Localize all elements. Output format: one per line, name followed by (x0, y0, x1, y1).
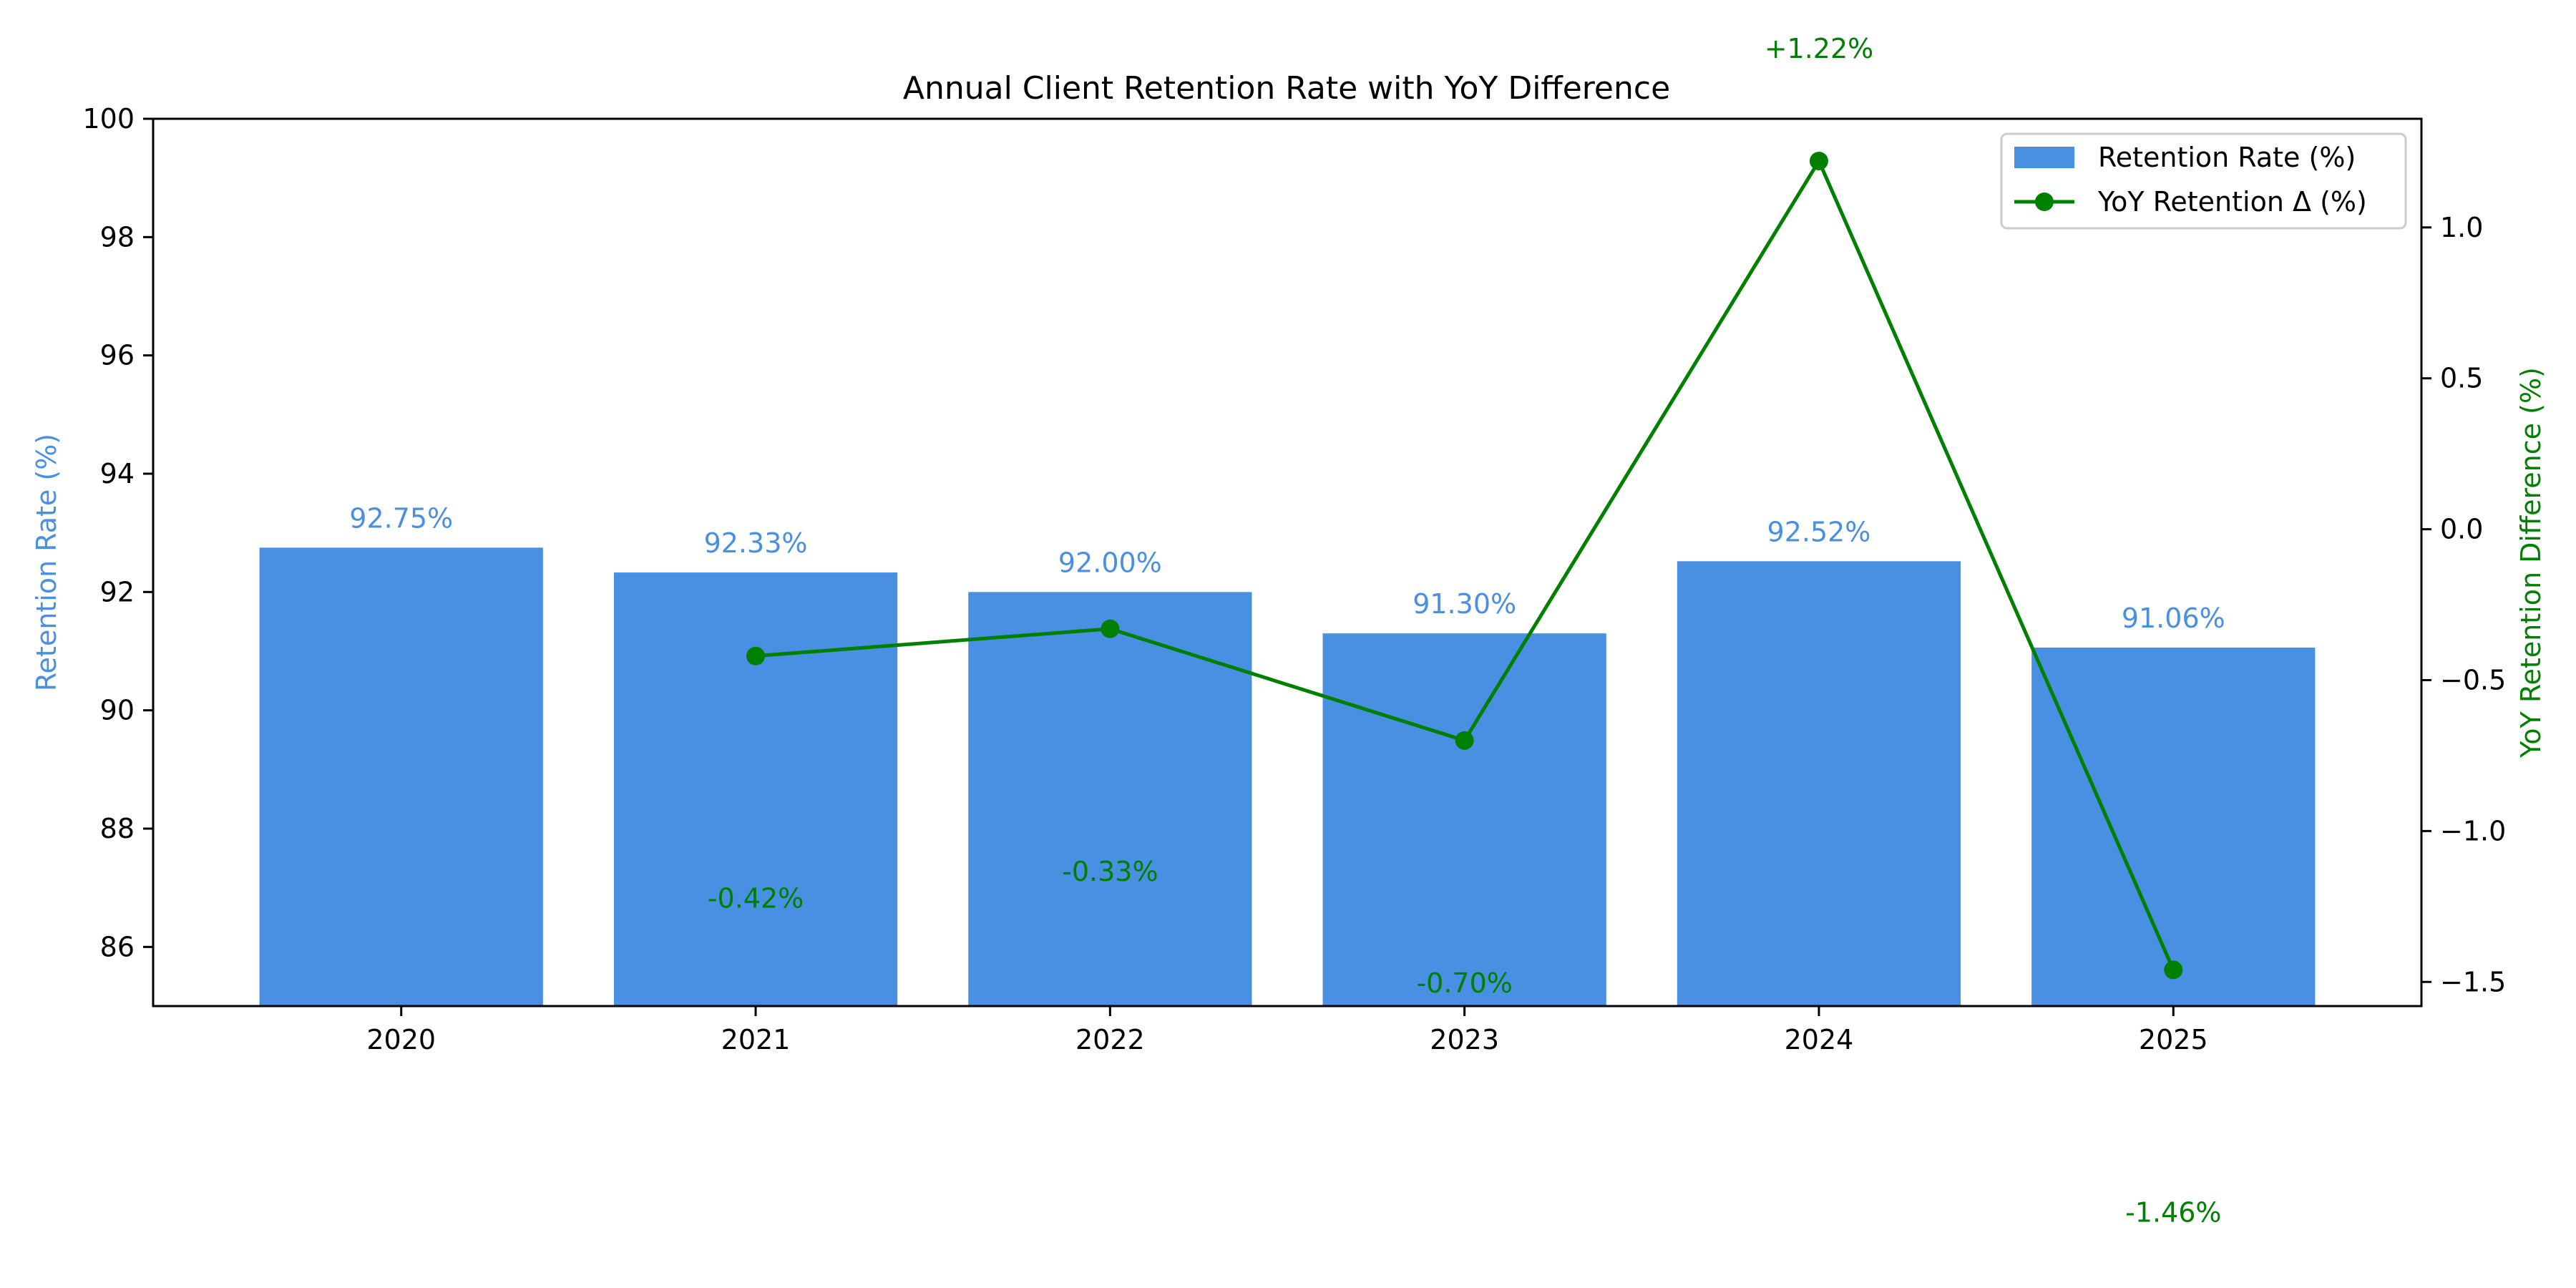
plot-frame (152, 117, 2423, 1008)
bar-label-2025: 91.06% (2122, 602, 2225, 634)
yoy-label-2025: -1.46% (2125, 1196, 2221, 1228)
x-tick-label: 2021 (721, 1024, 791, 1055)
right-tick-label: 0.0 (2440, 514, 2483, 545)
yoy-label-2021: -0.42% (708, 883, 804, 914)
x-tick-label: 2025 (2139, 1024, 2208, 1055)
yoy-marker-2021 (746, 646, 766, 665)
left-tick-label: 88 (100, 813, 135, 844)
left-y-axis: 86 88 90 92 94 96 98 100 (82, 103, 153, 962)
yoy-line-layer (746, 152, 2183, 980)
yoy-label-2023: -0.70% (1416, 967, 1512, 999)
bar-2021 (613, 572, 898, 1006)
bar-label-2020: 92.75% (349, 502, 453, 534)
bar-label-2022: 92.00% (1058, 547, 1162, 578)
left-tick-label: 100 (82, 103, 135, 135)
bar-2020 (259, 547, 543, 1006)
right-tick-label: 1.0 (2440, 212, 2483, 243)
right-axis-label: YoY Retention Difference (%) (2515, 367, 2547, 758)
legend-bar-swatch (2014, 147, 2074, 168)
right-tick-label: −0.5 (2440, 664, 2506, 696)
bar-value-labels: 92.75% 92.33% 92.00% 91.30% 92.52% 91.06% (349, 502, 2225, 634)
chart-title: Annual Client Retention Rate with YoY Di… (903, 70, 1670, 107)
left-tick-label: 94 (100, 458, 135, 489)
bar-2025 (2031, 648, 2316, 1006)
bar-label-2024: 92.52% (1767, 516, 1871, 547)
x-tick-label: 2022 (1075, 1024, 1145, 1055)
legend-bar-label: Retention Rate (%) (2098, 142, 2356, 173)
x-axis: 2020 2021 2022 2023 2024 2025 (366, 1006, 2208, 1055)
legend-box (2000, 132, 2407, 230)
bars-layer (259, 547, 2316, 1006)
x-tick-label: 2024 (1785, 1024, 1854, 1055)
left-tick-label: 98 (100, 221, 135, 253)
left-axis-label: Retention Rate (%) (31, 434, 62, 691)
left-tick-label: 96 (100, 340, 135, 371)
x-tick-label: 2020 (366, 1024, 436, 1055)
right-tick-label: 0.5 (2440, 363, 2483, 394)
yoy-marker-2022 (1101, 619, 1120, 638)
yoy-marker-2024 (1809, 152, 1828, 171)
bar-2023 (1322, 633, 1606, 1006)
yoy-marker-2025 (2164, 960, 2183, 980)
left-tick-label: 90 (100, 695, 135, 726)
bar-label-2023: 91.30% (1413, 588, 1516, 620)
yoy-label-2022: -0.33% (1062, 856, 1158, 887)
bar-2024 (1677, 561, 1961, 1006)
right-tick-label: −1.0 (2440, 815, 2506, 847)
yoy-value-labels: -0.42% -0.33% -0.70% +1.22% -1.46% (708, 33, 2222, 1228)
x-tick-label: 2023 (1430, 1024, 1499, 1055)
bar-label-2021: 92.33% (704, 527, 808, 559)
legend: Retention Rate (%) YoY Retention Δ (%) (2000, 132, 2407, 230)
yoy-label-2024: +1.22% (1765, 33, 1874, 64)
right-tick-label: −1.5 (2440, 966, 2506, 997)
legend-line-label: YoY Retention Δ (%) (2097, 186, 2367, 218)
legend-line-marker (2035, 192, 2054, 211)
right-y-axis: −1.5 −1.0 −0.5 0.0 0.5 1.0 (2421, 212, 2506, 997)
yoy-marker-2023 (1455, 731, 1474, 750)
left-tick-label: 92 (100, 576, 135, 608)
left-tick-label: 86 (100, 931, 135, 962)
bar-2022 (968, 592, 1252, 1006)
